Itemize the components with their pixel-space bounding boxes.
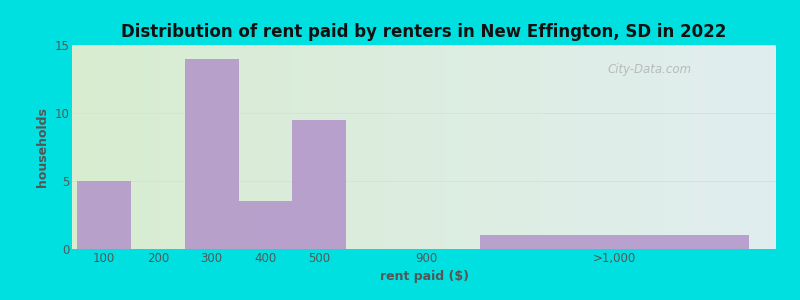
- Y-axis label: households: households: [36, 107, 49, 187]
- Text: City-Data.com: City-Data.com: [607, 63, 691, 76]
- Bar: [292, 120, 346, 249]
- Title: Distribution of rent paid by renters in New Effington, SD in 2022: Distribution of rent paid by renters in …: [122, 23, 726, 41]
- X-axis label: rent paid ($): rent paid ($): [379, 270, 469, 283]
- Bar: [78, 181, 131, 249]
- Bar: [185, 58, 238, 249]
- Bar: [238, 201, 292, 249]
- Bar: [481, 236, 749, 249]
